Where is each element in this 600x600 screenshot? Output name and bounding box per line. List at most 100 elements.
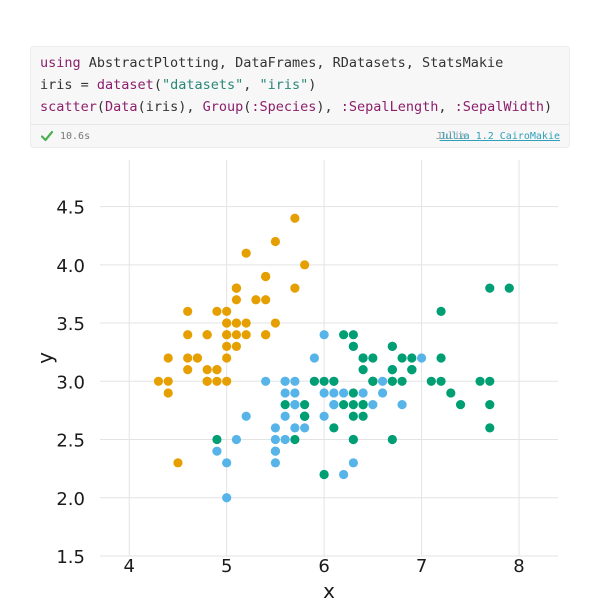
data-point [241, 248, 251, 258]
data-point [222, 330, 232, 340]
data-point [261, 376, 271, 386]
axis-ticks: 4 5 6 7 8 1.5 2.0 2.5 3.0 3.5 4.0 4.5 [56, 198, 524, 577]
data-point [251, 295, 261, 305]
data-point [416, 353, 427, 363]
data-point [280, 434, 290, 445]
data-point [212, 306, 222, 317]
data-point [348, 458, 358, 468]
data-point [270, 446, 281, 456]
data-point [407, 353, 417, 363]
data-point [339, 399, 349, 410]
data-point [397, 399, 407, 410]
data-point [377, 388, 388, 398]
data-point [270, 434, 281, 445]
data-point [329, 388, 339, 398]
data-point [358, 388, 368, 398]
code-token: , [243, 77, 260, 93]
code-token: ) [308, 77, 317, 93]
data-point [163, 353, 173, 363]
data-point [358, 353, 368, 363]
data-point [212, 434, 222, 445]
data-point [261, 295, 271, 305]
data-point [231, 341, 242, 351]
data-point [475, 376, 485, 386]
data-point [222, 458, 232, 468]
code-token: :SepalWidth [454, 99, 545, 115]
data-point [329, 399, 339, 410]
data-point [270, 236, 281, 247]
code-token: Data [105, 99, 138, 115]
code-token: AbstractPlotting, DataFrames, RDatasets,… [80, 55, 504, 71]
data-point [231, 434, 242, 445]
data-point [290, 376, 300, 386]
data-point [397, 376, 407, 386]
data-point [358, 365, 368, 375]
data-point [339, 388, 349, 398]
data-point [290, 399, 300, 410]
data-point [222, 376, 232, 386]
data-point [241, 411, 251, 421]
data-point [309, 353, 319, 363]
data-point [339, 469, 349, 480]
data-point [485, 283, 495, 293]
data-point [319, 411, 329, 421]
data-point [348, 399, 358, 410]
data-point [202, 376, 212, 386]
code-token: ( [153, 77, 162, 93]
code-token: ( [96, 99, 106, 115]
data-point [485, 376, 495, 386]
data-point [163, 388, 173, 398]
environment-link[interactable]: Julia 1.2 CairoMakie [439, 131, 560, 142]
data-point [202, 330, 212, 340]
code-token: using [40, 55, 81, 71]
data-point [183, 365, 193, 375]
data-point [397, 353, 407, 363]
data-point [319, 469, 329, 480]
code-token: (iris), [137, 99, 203, 115]
data-point [183, 306, 193, 317]
data-point [280, 411, 290, 421]
code-cell[interactable]: using AbstractPlotting, DataFrames, RDat… [30, 46, 570, 148]
data-point [387, 365, 397, 375]
y-tick-label: 4.0 [56, 256, 85, 277]
data-point [231, 283, 242, 293]
x-tick-label: 6 [318, 556, 329, 577]
check-icon [40, 130, 54, 142]
data-point [348, 388, 358, 398]
data-point [485, 399, 495, 410]
y-tick-label: 3.0 [56, 372, 85, 393]
data-point [280, 388, 290, 398]
data-point [329, 423, 339, 433]
code-token: dataset [96, 77, 154, 93]
data-point [270, 318, 281, 328]
y-tick-label: 2.0 [56, 489, 85, 510]
data-point [387, 341, 397, 351]
data-point [368, 399, 378, 410]
data-point [290, 423, 300, 433]
data-point [455, 399, 466, 410]
data-point [300, 411, 310, 421]
data-point [212, 446, 222, 456]
data-point [280, 399, 290, 410]
data-point [387, 434, 397, 445]
data-point [222, 493, 232, 503]
data-point [231, 330, 242, 340]
data-point [319, 376, 329, 386]
code-editor[interactable]: using AbstractPlotting, DataFrames, RDat… [40, 52, 552, 118]
code-token: ) [544, 99, 553, 115]
x-tick-label: 4 [124, 556, 135, 577]
data-point [300, 399, 310, 410]
data-point [426, 376, 436, 386]
data-point [222, 318, 232, 328]
data-point [212, 365, 222, 375]
data-point [387, 376, 397, 386]
data-point [222, 306, 232, 317]
x-tick-label: 5 [221, 556, 232, 577]
data-point [348, 411, 358, 421]
y-tick-label: 4.5 [56, 198, 85, 219]
data-point [504, 283, 514, 293]
data-point [300, 260, 310, 270]
data-point [319, 388, 329, 398]
data-point [300, 423, 310, 433]
code-token: scatter [40, 99, 97, 115]
